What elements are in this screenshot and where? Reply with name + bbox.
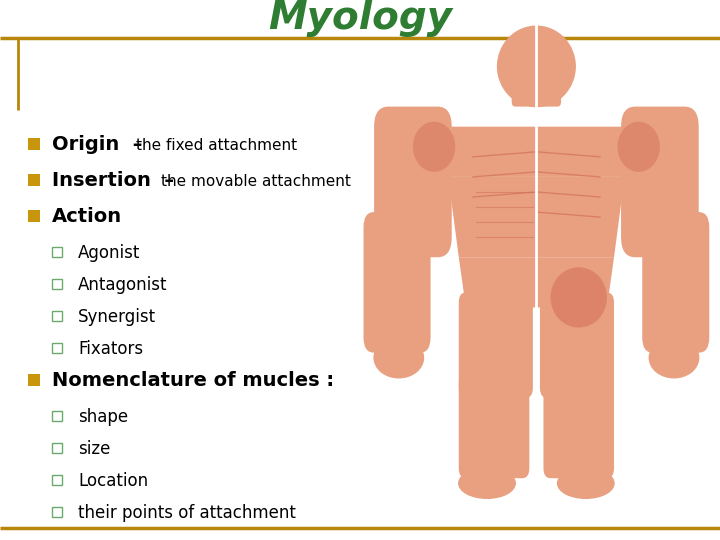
Bar [52,311,62,321]
Text: Synergist: Synergist [78,308,156,326]
Ellipse shape [618,122,660,172]
Polygon shape [459,257,614,307]
Polygon shape [448,177,624,257]
FancyBboxPatch shape [544,373,614,478]
Text: the fixed attachment: the fixed attachment [136,138,297,152]
Bar [52,411,62,421]
Bar [28,210,40,222]
Ellipse shape [374,338,423,378]
FancyBboxPatch shape [512,66,561,106]
Bar [52,507,62,517]
Ellipse shape [649,338,698,378]
Text: Action: Action [52,207,122,226]
Text: size: size [78,440,110,458]
Bar [28,374,40,386]
Text: Fixators: Fixators [78,340,143,358]
Text: their points of attachment: their points of attachment [78,504,296,522]
Text: Origin  –: Origin – [52,136,156,154]
Bar [52,279,62,289]
Text: Insertion  –: Insertion – [52,172,187,191]
FancyBboxPatch shape [621,106,698,257]
FancyBboxPatch shape [374,106,451,257]
Bar [28,138,40,150]
Text: Location: Location [78,472,148,490]
FancyBboxPatch shape [459,373,529,478]
Bar [28,174,40,186]
FancyBboxPatch shape [459,292,533,398]
Text: Antagonist: Antagonist [78,276,168,294]
Bar [52,475,62,485]
Bar [52,443,62,453]
Text: Agonist: Agonist [78,244,140,262]
Bar [52,247,62,257]
Ellipse shape [551,267,607,328]
FancyBboxPatch shape [540,292,614,398]
Text: Myology: Myology [268,0,452,37]
Polygon shape [423,127,649,177]
Ellipse shape [498,26,575,106]
Ellipse shape [459,468,516,498]
Bar [52,343,62,353]
FancyBboxPatch shape [364,212,431,353]
Ellipse shape [413,122,455,172]
Text: shape: shape [78,408,128,426]
FancyBboxPatch shape [642,212,709,353]
Text: the movable attachment: the movable attachment [161,173,351,188]
Ellipse shape [557,468,614,498]
Text: Nomenclature of mucles :: Nomenclature of mucles : [52,372,334,390]
